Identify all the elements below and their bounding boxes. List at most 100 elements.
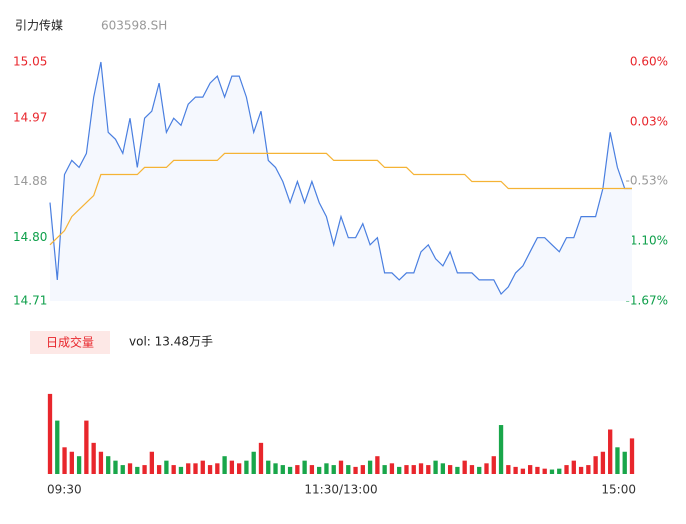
volume-bar <box>353 466 358 474</box>
volume-bar <box>622 451 627 474</box>
volume-bar <box>527 465 533 474</box>
volume-bar <box>578 466 584 474</box>
volume-bar <box>164 460 169 474</box>
volume-bar <box>375 456 380 474</box>
y2-tick-label: 0.60% <box>630 55 668 69</box>
volume-bar <box>287 466 293 474</box>
stock-code: 603598.SH <box>101 19 167 33</box>
volume-bar <box>557 468 562 474</box>
volume-bar <box>629 438 635 474</box>
x-tick-label: 09:30 <box>47 483 82 497</box>
y-tick-label: 14.97 <box>13 111 47 125</box>
volume-bar <box>62 447 67 474</box>
volume-bar <box>455 466 460 474</box>
volume-bar <box>433 460 438 474</box>
volume-bar <box>266 460 271 474</box>
volume-bar <box>593 456 598 474</box>
volume-bar <box>236 463 242 474</box>
volume-bar <box>55 420 60 474</box>
volume-bar <box>178 466 184 474</box>
volume-bar <box>367 460 373 474</box>
volume-bar <box>113 460 118 474</box>
volume-bar <box>404 465 409 474</box>
volume-bar <box>76 456 82 474</box>
volume-bar <box>469 465 475 474</box>
x-tick-label: 11:30/13:00 <box>304 483 377 497</box>
volume-bar <box>491 456 496 474</box>
volume-bar <box>273 463 278 474</box>
volume-summary: vol: 13.48万手 <box>129 335 213 349</box>
y-tick-label: 14.71 <box>13 294 47 308</box>
volume-bar <box>440 463 446 474</box>
volume-bar <box>156 465 162 474</box>
price-line <box>49 61 632 295</box>
volume-bar <box>186 463 191 474</box>
volume-bar <box>135 466 140 474</box>
volume-bar <box>251 451 256 474</box>
volume-bar <box>382 465 387 474</box>
volume-title: 日成交量 <box>46 335 94 350</box>
volume-bar <box>69 451 74 474</box>
volume-bar <box>360 465 365 474</box>
y2-tick-label: -0.53% <box>626 173 668 187</box>
volume-bar <box>302 460 307 474</box>
volume-bar <box>215 463 220 474</box>
volume-bar <box>520 468 526 474</box>
volume-bar <box>258 442 264 474</box>
x-tick-label: 15:00 <box>601 483 636 497</box>
y-tick-label: 15.05 <box>13 55 47 69</box>
y2-tick-label: -1.67% <box>626 294 668 308</box>
volume-bar <box>564 465 569 474</box>
volume-bar <box>397 466 402 474</box>
volume-bar <box>389 463 395 474</box>
y-tick-label: 14.80 <box>13 230 47 244</box>
volume-bar <box>106 456 111 474</box>
volume-bar <box>615 447 620 474</box>
y2-tick-label: -1.10% <box>626 233 668 247</box>
volume-bar <box>506 465 511 474</box>
volume-bar <box>462 460 467 474</box>
volume-bar <box>98 451 104 474</box>
volume-bar <box>535 466 540 474</box>
volume-bar <box>586 465 591 474</box>
volume-bar <box>309 465 315 474</box>
volume-bar <box>338 460 344 474</box>
volume-bar <box>142 465 147 474</box>
volume-bar <box>47 393 53 474</box>
volume-bar <box>229 460 235 474</box>
volume-bar <box>91 442 96 474</box>
volume-bar <box>120 465 125 474</box>
volume-bar <box>193 463 198 474</box>
volume-bar <box>426 465 431 474</box>
volume-bar <box>280 465 285 474</box>
volume-bar <box>295 465 300 474</box>
stock-name: 引力传媒 <box>15 18 63 33</box>
average-line <box>49 152 632 246</box>
volume-bar <box>477 466 482 474</box>
volume-badge <box>30 331 110 354</box>
volume-bar <box>418 463 424 474</box>
volume-bar <box>244 460 249 474</box>
volume-bar <box>542 468 547 474</box>
volume-bar <box>84 420 89 474</box>
volume-bar <box>207 465 213 474</box>
volume-bar <box>498 425 504 474</box>
volume-bar <box>171 465 176 474</box>
volume-bar <box>346 465 351 474</box>
volume-bar <box>608 429 613 474</box>
volume-bar <box>411 465 416 474</box>
y-tick-label: 14.88 <box>13 174 47 188</box>
volume-bar <box>222 456 227 474</box>
volume-bar <box>513 466 518 474</box>
volume-bar <box>149 451 155 474</box>
price-area <box>50 62 632 301</box>
volume-bar <box>331 465 336 474</box>
volume-bar <box>127 463 133 474</box>
volume-bar <box>324 463 329 474</box>
volume-bar <box>200 460 205 474</box>
volume-bar <box>549 469 555 474</box>
volume-bar <box>484 463 489 474</box>
volume-bar <box>600 451 606 474</box>
volume-bar <box>447 465 453 474</box>
